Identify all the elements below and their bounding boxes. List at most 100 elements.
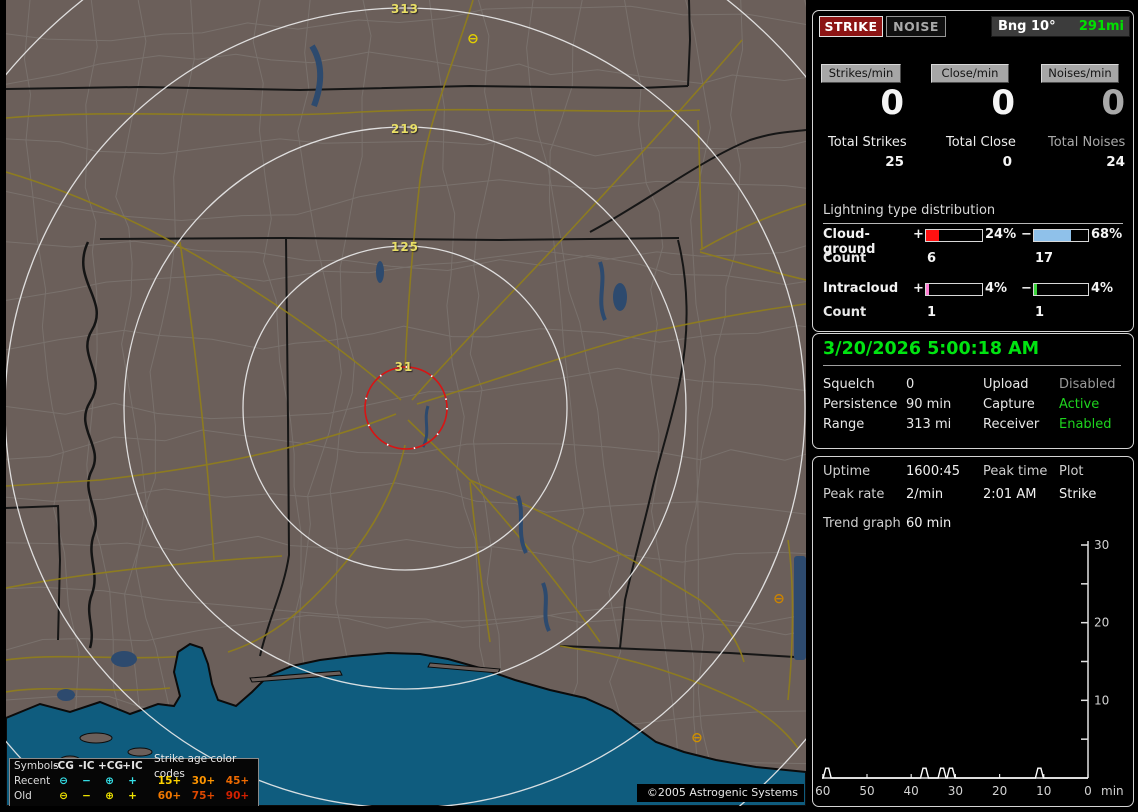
upload-label: Upload: [983, 377, 1029, 392]
svg-text:10: 10: [1036, 784, 1051, 798]
peak-time-label: Peak time: [983, 464, 1048, 479]
neg-cg-recent-icon: ⊖: [59, 775, 68, 787]
range-rings: [6, 0, 806, 806]
close-per-min-button[interactable]: Close/min: [931, 64, 1009, 83]
neg-ic-recent-icon: −: [82, 775, 91, 787]
plus-sign: +: [913, 227, 924, 242]
legend-col-pos-cg: +CG: [98, 760, 124, 772]
neg-cg-percent: 68%: [1091, 227, 1123, 242]
capture-state: Active: [1059, 397, 1100, 412]
neg-ic-bar-fill: [1034, 284, 1038, 295]
legend-header-row: Symbols -CG -IC +CG +IC Strike age color…: [10, 753, 258, 780]
legend-col-pos-ic: +IC: [122, 760, 143, 772]
trend-graph: 10 20 30 60 50 40 30 20 10 0 min: [815, 538, 1123, 798]
noise-marker-icon: ⊖: [773, 591, 785, 607]
bearing-readout: Bng 10° 291mi: [991, 16, 1130, 37]
mississippi-river: [82, 241, 98, 649]
ring-label-125: 125: [390, 240, 420, 254]
strike-mode-button[interactable]: STRIKE: [819, 16, 883, 37]
pos-cg-old-icon: ⊕: [105, 790, 114, 802]
roads: [6, 0, 806, 749]
svg-text:60: 60: [815, 784, 830, 798]
stats-trend-panel: Uptime 1600:45 Peak time Plot Peak rate …: [812, 456, 1134, 807]
svg-text:30: 30: [948, 784, 963, 798]
pos-cg-bar-fill: [926, 230, 940, 241]
noise-mode-button[interactable]: NOISE: [886, 16, 946, 37]
peak-rate-value: 2/min: [906, 487, 944, 502]
upload-state: Disabled: [1059, 377, 1116, 392]
total-strikes-value: 25: [885, 154, 904, 170]
uptime-value: 1600:45: [906, 464, 961, 479]
receiver-state: Enabled: [1059, 417, 1112, 432]
age-code-60: 60+: [157, 790, 182, 802]
svg-text:40: 40: [904, 784, 919, 798]
legend-old-label: Old: [14, 790, 32, 802]
svg-text:0: 0: [1084, 784, 1092, 798]
pos-cg-recent-icon: ⊕: [105, 775, 114, 787]
status-panel: 3/20/2026 5:00:18 AM Squelch 0 Upload Di…: [812, 333, 1134, 449]
legend-symbols-header: Symbols: [14, 760, 59, 772]
age-code-45: 45+: [225, 775, 250, 787]
total-close-label: Total Close: [946, 135, 1016, 150]
squelch-value: 0: [906, 377, 915, 392]
distribution-title: Lightning type distribution: [823, 203, 1123, 224]
minus-sign: −: [1021, 227, 1032, 242]
peak-time-value: 2:01 AM: [983, 487, 1037, 502]
neg-cg-bar-fill: [1034, 230, 1071, 241]
legend-old-row: Old ⊖ − ⊕ + 60+ 75+ 90+: [10, 789, 258, 804]
bearing-label: Bng 10°: [998, 19, 1056, 34]
neg-ic-percent: 4%: [1091, 281, 1114, 296]
capture-label: Capture: [983, 397, 1035, 412]
strikes-per-min-button[interactable]: Strikes/min: [821, 64, 901, 83]
svg-text:20: 20: [992, 784, 1007, 798]
neg-ic-bar: [1033, 283, 1089, 296]
lakes: [57, 261, 806, 701]
pos-ic-bar-fill: [926, 284, 930, 295]
noises-per-min-button[interactable]: Noises/min: [1041, 64, 1119, 83]
rivers: [309, 44, 607, 632]
lightning-map[interactable]: 313 219 125 31 ⊖ ⊖ ⊖ Symbols -CG -IC +CG +IC …: [6, 0, 806, 806]
pos-cg-count: 6: [927, 251, 937, 266]
total-noises-value: 24: [1106, 154, 1125, 170]
uptime-label: Uptime: [823, 464, 871, 479]
noises-per-min-value: 0: [1101, 83, 1125, 123]
noise-marker-icon: ⊖: [467, 31, 479, 47]
state-borders: [6, 0, 806, 658]
legend-col-neg-ic: -IC: [78, 760, 95, 772]
receiver-label: Receiver: [983, 417, 1040, 432]
pos-cg-bar: [925, 229, 983, 242]
peak-rate-label: Peak rate: [823, 487, 885, 502]
total-close-value: 0: [1002, 154, 1012, 170]
plus-sign: +: [913, 281, 924, 296]
pos-ic-count: 1: [927, 305, 937, 320]
neg-ic-old-icon: −: [82, 790, 91, 802]
persistence-value: 90 min: [906, 397, 952, 412]
range-label: Range: [823, 417, 865, 432]
neg-cg-count: 17: [1035, 251, 1054, 266]
plot-label: Plot: [1059, 464, 1084, 479]
map-legend: Symbols -CG -IC +CG +IC Strike age color…: [9, 753, 259, 806]
strike-counter-panel: STRIKE NOISE Bng 10° 291mi Strikes/min C…: [812, 10, 1134, 332]
neg-ic-count: 1: [1035, 305, 1045, 320]
plot-type-value: Strike: [1059, 487, 1097, 502]
neg-cg-bar: [1033, 229, 1089, 242]
pos-cg-percent: 24%: [985, 227, 1017, 242]
age-code-75: 75+: [191, 790, 216, 802]
range-value: 313 mi: [906, 417, 952, 432]
svg-text:10: 10: [1094, 693, 1109, 707]
legend-recent-row: Recent ⊖ − ⊕ + 15+ 30+ 45+: [10, 774, 258, 789]
trend-graph-window: 60 min: [906, 516, 952, 531]
age-code-15: 15+: [157, 775, 182, 787]
date-time-display: 3/20/2026 5:00:18 AM: [823, 339, 1121, 366]
strikes-per-min-value: 0: [880, 83, 904, 123]
age-code-90: 90+: [225, 790, 250, 802]
pos-ic-old-icon: +: [128, 790, 137, 802]
pos-ic-bar: [925, 283, 983, 296]
bearing-distance: 291mi: [1078, 19, 1124, 34]
svg-text:50: 50: [859, 784, 874, 798]
ring-label-31: 31: [394, 360, 414, 374]
total-strikes-label: Total Strikes: [828, 135, 907, 150]
age-code-30: 30+: [191, 775, 216, 787]
squelch-label: Squelch: [823, 377, 875, 392]
persistence-label: Persistence: [823, 397, 898, 412]
